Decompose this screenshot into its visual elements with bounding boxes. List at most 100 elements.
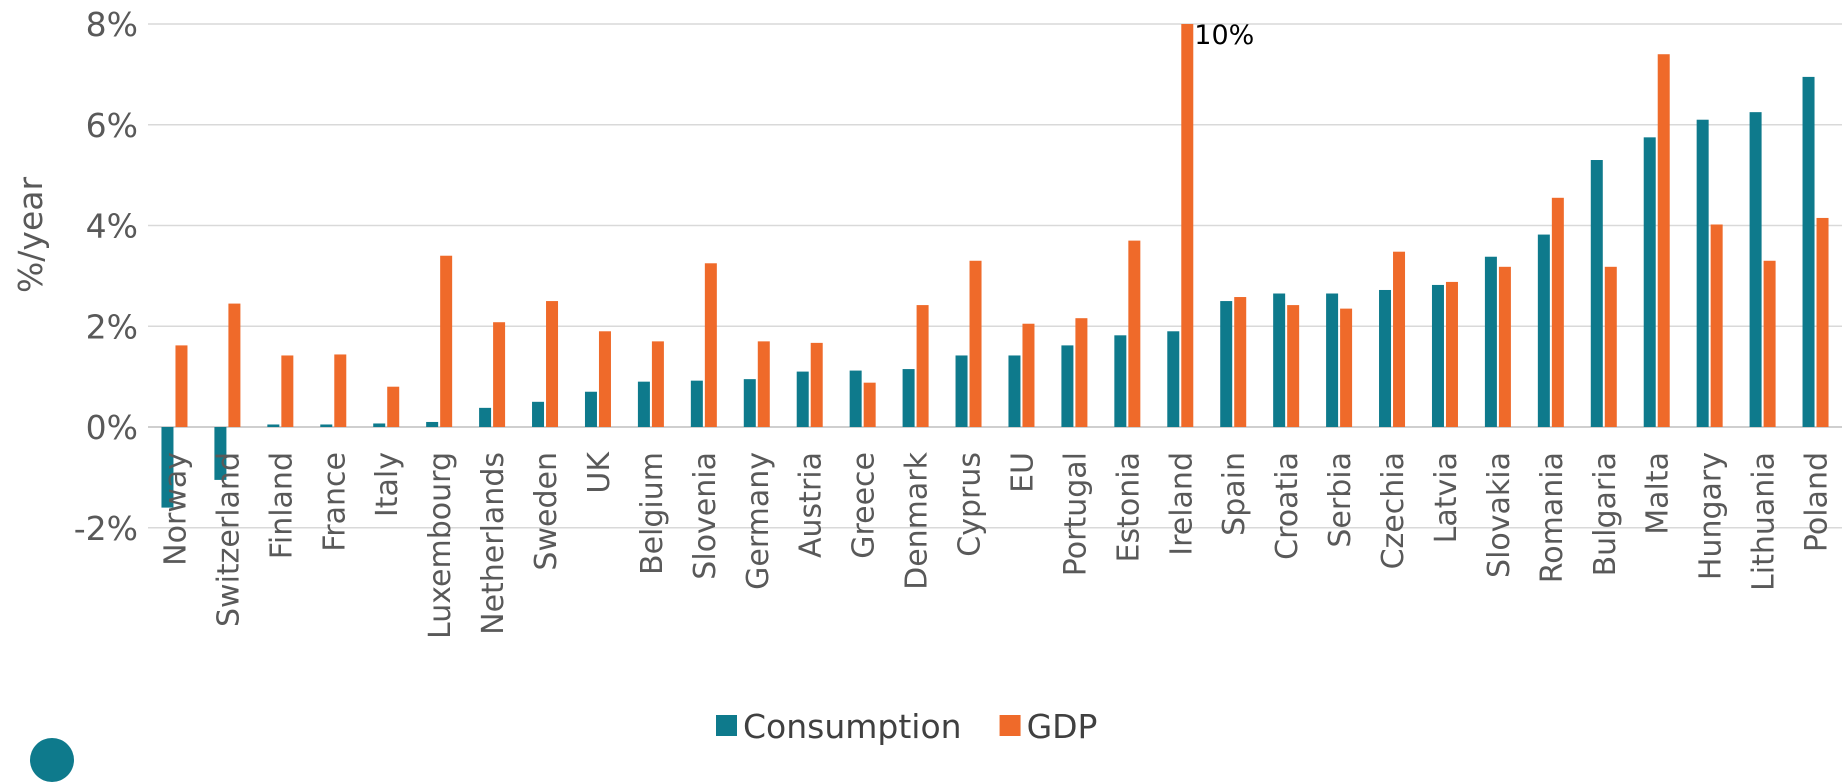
bar-consumption-slovakia <box>1484 256 1497 427</box>
x-tick-label: Germany <box>741 452 776 590</box>
bar-consumption-slovenia <box>690 380 703 427</box>
y-axis: -2% 0% 2% 4% 6% 8% <box>74 5 138 548</box>
bar-consumption-poland <box>1802 76 1815 428</box>
x-tick-label: Sweden <box>529 452 564 571</box>
bar-consumption-romania <box>1537 234 1550 427</box>
bar-gdp-eu <box>1022 323 1035 427</box>
bar-consumption-uk <box>584 391 597 427</box>
bar-gdp-czechia <box>1393 251 1406 427</box>
bar-consumption-estonia <box>1114 335 1127 427</box>
bar-gdp-greece <box>863 382 876 427</box>
bar-gdp-germany <box>757 341 770 427</box>
x-tick-label: Bulgaria <box>1588 452 1623 576</box>
bars: 10% <box>161 20 1829 508</box>
bar-gdp-finland <box>281 355 294 427</box>
bar-consumption-germany <box>743 379 756 427</box>
x-tick-label: EU <box>1005 452 1040 493</box>
bar-consumption-bulgaria <box>1590 160 1603 427</box>
bar-consumption-greece <box>849 370 862 427</box>
bar-gdp-poland <box>1816 217 1829 427</box>
bar-gdp-austria <box>810 342 823 427</box>
y-tick-label: 0% <box>86 408 138 447</box>
bar-gdp-slovenia <box>704 263 717 427</box>
bar-gdp-italy <box>387 386 400 427</box>
bar-gdp-serbia <box>1340 308 1353 427</box>
x-tick-label: Estonia <box>1111 452 1146 562</box>
x-tick-label: Latvia <box>1429 452 1464 543</box>
bar-consumption-latvia <box>1431 284 1444 427</box>
bar-consumption-sweden <box>532 401 545 427</box>
x-tick-label: Czechia <box>1376 452 1411 569</box>
bar-gdp-croatia <box>1287 305 1300 427</box>
x-tick-label: Malta <box>1641 452 1676 535</box>
bar-gdp-romania <box>1551 197 1564 427</box>
x-tick-label: Slovenia <box>688 452 723 580</box>
x-tick-label: Hungary <box>1694 452 1729 580</box>
bar-consumption-finland <box>267 424 280 427</box>
x-tick-label: Finland <box>264 452 299 559</box>
x-tick-label: Norway <box>158 452 193 566</box>
bar-gdp-belgium <box>651 341 664 427</box>
bar-gdp-uk <box>598 331 611 427</box>
y-tick-label: 8% <box>86 5 138 44</box>
bar-consumption-luxembourg <box>426 421 439 427</box>
bar-chart: -2% 0% 2% 4% 6% 8% 10% Norway Switzerland Finla… <box>11 5 1842 746</box>
x-tick-label: Portugal <box>1058 452 1093 576</box>
bar-consumption-hungary <box>1696 119 1709 428</box>
legend-swatch <box>999 715 1021 736</box>
bar-consumption-belgium <box>637 381 650 427</box>
x-tick-label: Lithuania <box>1747 452 1782 591</box>
bar-consumption-netherlands <box>479 407 492 427</box>
bar-consumption-lithuania <box>1749 112 1762 427</box>
bar-gdp-bulgaria <box>1604 266 1617 427</box>
x-tick-label: Austria <box>794 452 829 558</box>
x-tick-label: Switzerland <box>211 452 246 627</box>
bar-gdp-cyprus <box>969 260 982 427</box>
legend-label: Consumption <box>743 707 962 746</box>
y-tick-label: 6% <box>86 106 138 145</box>
bar-gdp-denmark <box>916 305 929 427</box>
x-tick-label: Serbia <box>1323 452 1358 548</box>
bar-gdp-lithuania <box>1763 260 1776 427</box>
bar-gdp-portugal <box>1075 318 1088 427</box>
bar-gdp-netherlands <box>493 322 506 427</box>
bar-gdp-malta <box>1657 54 1670 427</box>
x-tick-label: France <box>317 452 352 552</box>
legend-label: GDP <box>1027 707 1098 746</box>
legend: Consumption GDP <box>716 707 1097 746</box>
bar-consumption-norway <box>161 427 174 508</box>
bar-consumption-czechia <box>1379 289 1392 427</box>
bar-consumption-denmark <box>902 369 915 427</box>
bar-consumption-france <box>320 424 333 427</box>
legend-swatch <box>716 715 737 736</box>
bar-consumption-italy <box>373 423 386 427</box>
bar-gdp-ireland <box>1181 24 1194 427</box>
bar-gdp-spain <box>1234 297 1247 427</box>
x-tick-label: Romania <box>1535 452 1570 583</box>
bar-gdp-france <box>334 354 347 427</box>
y-axis-label: %/year <box>11 177 50 294</box>
y-tick-label: 4% <box>86 207 138 246</box>
x-tick-label: Belgium <box>635 452 670 575</box>
y-tick-label: 2% <box>86 307 138 346</box>
bar-gdp-luxembourg <box>440 255 453 427</box>
x-tick-label: Ireland <box>1164 452 1199 556</box>
bar-consumption-ireland <box>1167 331 1180 427</box>
x-tick-label: Netherlands <box>476 452 511 635</box>
bar-consumption-portugal <box>1061 345 1074 427</box>
x-tick-label: Italy <box>370 452 405 517</box>
bar-gdp-switzerland <box>228 303 241 427</box>
bar-consumption-croatia <box>1273 293 1286 427</box>
bar-gdp-sweden <box>546 301 559 427</box>
bar-consumption-switzerland <box>214 427 227 480</box>
bar-gdp-slovakia <box>1498 266 1511 427</box>
bar-gdp-latvia <box>1445 281 1458 427</box>
x-tick-label: Croatia <box>1270 452 1305 560</box>
x-tick-label: Denmark <box>900 451 935 590</box>
bar-consumption-malta <box>1643 137 1656 427</box>
bar-gdp-norway <box>175 345 188 427</box>
bar-consumption-austria <box>796 371 809 427</box>
x-tick-label: Greece <box>847 452 882 559</box>
bar-consumption-eu <box>1008 355 1021 427</box>
x-tick-label: UK <box>582 451 617 494</box>
